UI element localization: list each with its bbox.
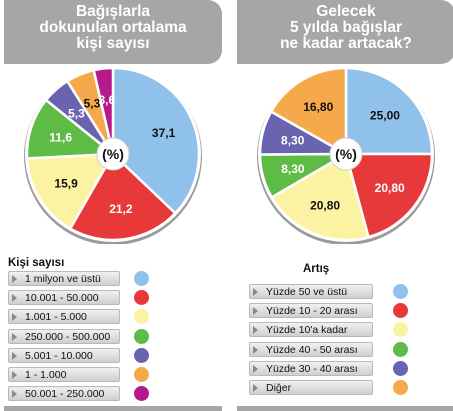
legend-item: 10.001 - 50.000	[8, 290, 149, 306]
chart-title-line: Bağışlarla	[75, 3, 151, 20]
legend-label: Yüzde 40 - 50 arası	[249, 341, 373, 357]
pie-slice	[269, 66, 348, 157]
chart-title-box: Gelecek 5 yılda bağışlar ne kadar artaca…	[237, 0, 453, 64]
pie-center	[96, 137, 130, 171]
legend-label: Yüzde 10'a kadar	[249, 322, 373, 338]
legend-label: 1 - 1.000	[8, 367, 120, 382]
chart-panel-donation-growth: Gelecek 5 yılda bağışlar ne kadar artaca…	[237, 0, 453, 411]
legend-swatch	[393, 284, 408, 299]
pie-slice	[269, 152, 370, 242]
legend-swatch	[393, 303, 408, 319]
chart-title-line: dokunulan ortalama	[39, 19, 187, 36]
legend-title: Kişi sayısı	[8, 257, 65, 269]
slice-label: 16,80	[303, 100, 333, 114]
legend-label: 50.001 - 250.000	[8, 386, 120, 402]
slice-label: 5,3	[84, 97, 101, 111]
pie-center-label: (%)	[335, 146, 357, 162]
slice-label: 20,80	[375, 181, 405, 195]
legend-label: 1 milyon ve üstü	[8, 271, 120, 286]
pie-slice	[344, 152, 434, 239]
chart-panel-people-reached: Bağışlarla dokunulan ortalama kişi sayıs…	[4, 0, 222, 411]
legend-swatch	[134, 271, 149, 286]
slice-label: 21,2	[109, 202, 133, 216]
chart-title-line: kişi sayısı	[76, 35, 150, 52]
pie-center	[329, 137, 363, 171]
divider	[4, 406, 222, 411]
legend-swatch	[393, 360, 408, 376]
legend-item: Yüzde 10'a kadar	[249, 322, 408, 338]
slice-label: 37,1	[152, 126, 176, 140]
legend-swatch	[134, 309, 149, 325]
chart-title-box: Bağışlarla dokunulan ortalama kişi sayıs…	[4, 0, 222, 64]
legend-item: Yüzde 50 ve üstü	[249, 284, 408, 299]
legend-label: 1.001 - 5.000	[8, 309, 120, 325]
pie-slice	[68, 151, 178, 242]
legend-label: Yüzde 10 - 20 arası	[249, 303, 373, 319]
legend-item: 1 - 1.000	[8, 367, 149, 382]
chart-title-line: Gelecek	[316, 3, 376, 20]
legend-item: 250.000 - 500.000	[8, 328, 149, 344]
slice-label: 20,80	[310, 198, 340, 212]
slice-label: 11,6	[49, 130, 72, 144]
chart-title: Bağışlarla dokunulan ortalama kişi sayıs…	[4, 4, 222, 52]
legend-item: 1 milyon ve üstü	[8, 271, 149, 286]
legend-item: Yüzde 40 - 50 arası	[249, 341, 408, 357]
pie-chart: 25,00 20,80 20,80 8,30 8,30 16,80 (%)	[257, 66, 435, 244]
legend-swatch	[134, 290, 149, 306]
legend-label: 10.001 - 50.000	[8, 290, 120, 306]
slice-label: 25,00	[370, 109, 400, 123]
slice-label: 8,30	[281, 162, 305, 176]
legend-label: Yüzde 50 ve üstü	[249, 284, 373, 299]
legend-item: Yüzde 30 - 40 arası	[249, 360, 408, 376]
legend-label: Yüzde 30 - 40 arası	[249, 360, 373, 376]
legend-label: 250.000 - 500.000	[8, 328, 120, 344]
legend-swatch	[134, 328, 149, 344]
pie-slice	[92, 66, 115, 155]
legend-swatch	[134, 386, 149, 402]
legend-label: 5.001 - 10.000	[8, 347, 120, 363]
pie-chart: 37,121,215,911,65,35,33,6(%)	[24, 66, 202, 244]
legend-item: 1.001 - 5.000	[8, 309, 149, 325]
legend-label: Diğer	[249, 380, 373, 395]
legend-item: Diğer	[249, 380, 408, 395]
legend-item: 5.001 - 10.000	[8, 347, 149, 363]
legend-swatch	[393, 341, 408, 357]
legend-item: Yüzde 10 - 20 arası	[249, 303, 408, 319]
legend-swatch	[393, 380, 408, 395]
chart-title-line: ne kadar artacak?	[280, 35, 412, 52]
legend-item: 50.001 - 250.000	[8, 386, 149, 402]
pie-slice	[344, 66, 434, 156]
pie-slice	[25, 152, 116, 231]
slice-label: 5,3	[68, 106, 85, 120]
legend-title: Artış	[303, 263, 330, 275]
pie-center-label: (%)	[102, 146, 124, 162]
pie-slice	[111, 66, 201, 216]
slice-label: 8,30	[281, 134, 305, 148]
legend-swatch	[393, 322, 408, 338]
chart-title: Gelecek 5 yılda bağışlar ne kadar artaca…	[237, 4, 453, 52]
slice-label: 15,9	[54, 176, 78, 190]
legend-swatch	[134, 347, 149, 363]
slice-label: 3,6	[98, 93, 115, 107]
chart-title-line: 5 yılda bağışlar	[290, 19, 402, 36]
divider	[237, 406, 453, 411]
legend-swatch	[134, 367, 149, 382]
